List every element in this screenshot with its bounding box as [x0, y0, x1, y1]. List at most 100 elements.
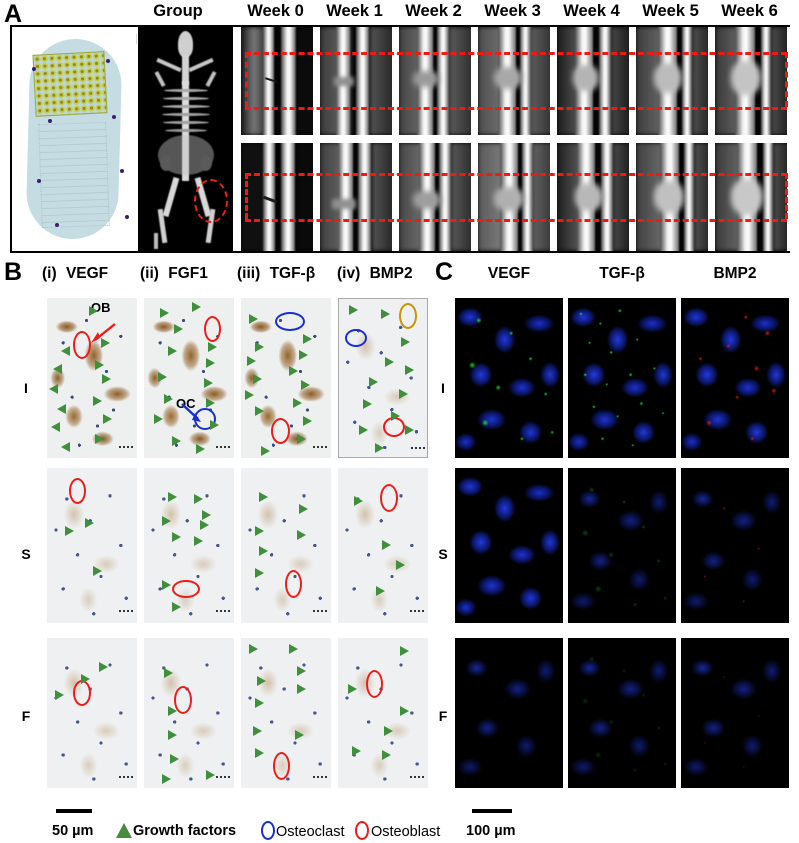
- osteoclast-annotation-label: OC: [176, 396, 196, 411]
- panel-a-week-header-6: Week 6: [721, 2, 778, 20]
- device-anchor-point: [120, 169, 124, 173]
- growth-factors-triangle-icon: [116, 823, 132, 838]
- radiograph-row2-week2: [399, 143, 471, 251]
- immunofluorescence-image-s-bmp2: [681, 468, 789, 623]
- immunofluorescence-image-i-tgfb: [568, 298, 676, 458]
- panel-c-column-header-vegf: VEGF: [487, 265, 531, 282]
- device-anchor-point: [32, 67, 36, 71]
- legend-label-osteoclast: Osteoclast: [276, 824, 345, 840]
- legend-label-growth-factors: Growth factors: [133, 823, 237, 839]
- radiograph-row1-week1: [320, 27, 392, 135]
- osteoblast-marker-icon: [273, 752, 290, 780]
- osteoblast-pointer-arrow-icon: [91, 323, 116, 343]
- ihc-image-f-bmp2: [338, 638, 428, 788]
- panel-a-group-header: Group: [153, 2, 203, 20]
- column-label-vegf: VEGF: [65, 265, 109, 282]
- panel-b-column-header-vegf: (i) VEGF: [42, 265, 108, 283]
- immunofluorescence-image-s-vegf: [455, 468, 563, 623]
- roi-dashed-circle-icon: [194, 179, 228, 223]
- panel-b-column-header-fgf1: (ii) FGF1: [140, 265, 208, 283]
- panel-b-row-label-i: I: [24, 380, 28, 396]
- legend-label-osteoblast: Osteoblast: [371, 824, 441, 840]
- panel-b-letter: B: [4, 258, 23, 286]
- osteoblast-marker-icon: [285, 570, 302, 598]
- panel-a-week-header-4: Week 4: [563, 2, 620, 20]
- osteoclast-marker-icon: [275, 312, 305, 331]
- panel-a: A Group Week 0 Week 1 Week 2 Week 3 Week…: [0, 0, 799, 256]
- immunofluorescence-image-f-bmp2: [681, 638, 789, 788]
- roi-line-left: [245, 52, 248, 107]
- panel-b-row-label-s: S: [21, 546, 31, 562]
- radiograph-row1-week5: [636, 27, 708, 135]
- roi-line-left: [245, 173, 248, 219]
- device-anchor-point: [48, 119, 52, 123]
- column-label-bmp2: BMP2: [369, 265, 413, 282]
- panel-a-week-header-3: Week 3: [484, 2, 541, 20]
- ihc-image-i-bmp2: [338, 298, 428, 458]
- immunofluorescence-image-s-tgfb: [568, 468, 676, 623]
- osteoblast-marker-icon: [69, 478, 86, 504]
- ihc-image-s-tgfb: [241, 468, 331, 623]
- immunofluorescence-image-i-bmp2: [681, 298, 789, 458]
- panel-c-row-label-f: F: [438, 708, 448, 724]
- panel-a-frame: [10, 25, 790, 253]
- scale-bar-50um: [56, 809, 92, 813]
- roi-line-bottom: [245, 107, 787, 110]
- osteoblast-ellipse-icon: [355, 821, 369, 840]
- embedded-scale-bar: [216, 446, 230, 448]
- radiograph-row2-week5: [636, 143, 708, 251]
- osteoclast-marker-icon: [345, 329, 367, 347]
- microneedle-patch-device-schematic: [12, 27, 136, 251]
- panel-c: C VEGF TGF-β BMP2 I S F: [432, 256, 799, 843]
- embedded-scale-bar: [216, 776, 230, 778]
- ihc-image-i-tgfb: [241, 298, 331, 458]
- whole-body-rat-radiograph: [138, 27, 233, 251]
- osteoblast-marker-icon: [174, 686, 192, 714]
- ihc-image-s-fgf1: [144, 468, 234, 623]
- panel-a-week-header-2: Week 2: [405, 2, 462, 20]
- radiograph-row2-week0: [241, 143, 313, 251]
- osteoblast-marker-icon: [73, 331, 91, 359]
- panel-c-row-label-s: S: [438, 546, 448, 562]
- radiograph-row1-week2: [399, 27, 471, 135]
- green-signal-layer: [455, 298, 563, 458]
- panel-c-row-label-i: I: [441, 380, 445, 396]
- ihc-image-f-tgfb: [241, 638, 331, 788]
- embedded-scale-bar: [119, 610, 133, 612]
- figure-legend: 50 µm Growth factors Osteoclast Osteobla…: [0, 805, 799, 843]
- embedded-scale-bar: [313, 610, 327, 612]
- ihc-image-s-bmp2: [338, 468, 428, 623]
- column-index-i: (i): [42, 265, 57, 282]
- green-signal-layer: [568, 468, 676, 623]
- embedded-scale-bar: [410, 610, 424, 612]
- osteoblast-marker-icon: [172, 580, 200, 598]
- device-anchor-point: [112, 115, 116, 119]
- microfluidic-channels: [38, 121, 110, 229]
- ihc-image-f-fgf1: [144, 638, 234, 788]
- ihc-image-s-vegf: [47, 468, 137, 623]
- osteoblast-marker-icon: [366, 670, 383, 698]
- embedded-scale-bar: [216, 610, 230, 612]
- embedded-scale-bar: [410, 776, 424, 778]
- column-index-ii: (ii): [140, 265, 159, 282]
- red-signal-layer: [681, 468, 789, 623]
- panel-c-letter: C: [435, 258, 454, 286]
- radiograph-row2-week3: [478, 143, 550, 251]
- device-anchor-point: [55, 223, 59, 227]
- device-anchor-point: [37, 179, 41, 183]
- device-anchor-point: [125, 215, 129, 219]
- embedded-scale-bar: [411, 447, 425, 449]
- panel-c-column-header-tgfb: TGF-β: [599, 265, 645, 282]
- green-signal-layer: [568, 638, 676, 788]
- panel-b-row-label-f: F: [21, 708, 31, 724]
- panel-c-column-header-bmp2: BMP2: [713, 265, 757, 282]
- panel-a-week-header-1: Week 1: [326, 2, 383, 20]
- radiograph-row1-week6: [715, 27, 787, 135]
- radiograph-row2-week1: [320, 143, 392, 251]
- radiograph-row2-week6: [715, 143, 787, 251]
- panel-b-column-header-bmp2: (iv) BMP2: [337, 265, 413, 283]
- embedded-scale-bar: [119, 446, 133, 448]
- scale-bar-100um: [472, 809, 512, 813]
- osteoclast-pointer-arrow-icon: [181, 403, 201, 422]
- osteoblast-marker-icon: [271, 418, 290, 444]
